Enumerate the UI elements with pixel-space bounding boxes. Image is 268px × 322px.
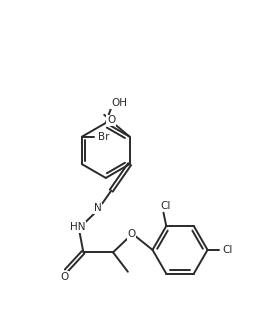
- Text: O: O: [60, 272, 69, 282]
- Text: N: N: [94, 203, 102, 213]
- Text: HN: HN: [70, 222, 85, 232]
- Text: Cl: Cl: [160, 201, 171, 211]
- Text: O: O: [107, 116, 116, 126]
- Text: Cl: Cl: [223, 245, 233, 255]
- Text: O: O: [127, 229, 136, 239]
- Text: OH: OH: [111, 98, 127, 108]
- Text: Br: Br: [98, 132, 110, 142]
